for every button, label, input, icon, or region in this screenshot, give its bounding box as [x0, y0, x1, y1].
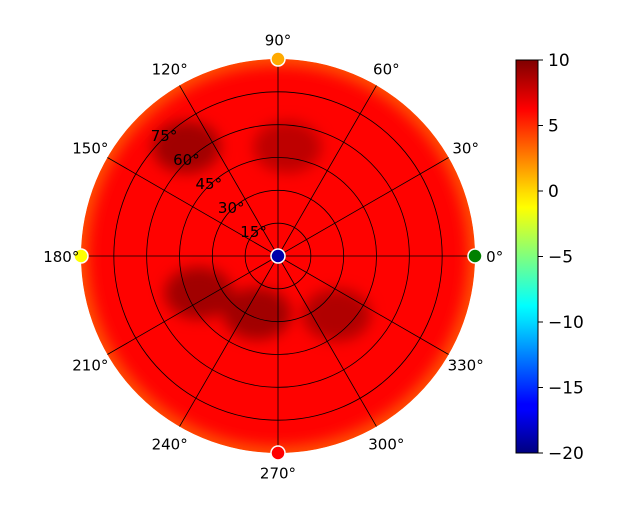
data-marker [73, 248, 89, 264]
angular-tick-label: 0° [486, 248, 503, 266]
angular-gridline [107, 255, 279, 355]
radial-tick-label: 15° [240, 223, 267, 241]
angular-gridline [107, 157, 279, 257]
data-marker [467, 248, 483, 264]
angular-gridline [179, 85, 279, 257]
heatmap-patch [302, 288, 371, 341]
heatmap-patch [164, 267, 233, 320]
angular-gridline [179, 255, 279, 427]
radial-tick-label: 60° [173, 151, 200, 169]
radial-tick-label: 45° [196, 175, 223, 193]
colorbar: 10 5 0 −5 −10 −15 −20 [515, 51, 584, 464]
colorbar-tick-label: 10 [548, 51, 570, 71]
colorbar-tick-label: −10 [548, 313, 584, 333]
angular-gridline [277, 157, 449, 257]
edge-markers [73, 51, 483, 461]
angular-tick-label: 270° [260, 465, 296, 483]
angular-tick-label: 330° [448, 356, 484, 374]
colorbar-tick-label: −5 [548, 248, 573, 268]
radial-tick-label: 30° [218, 199, 245, 217]
angular-tick-label: 300° [368, 436, 404, 454]
polar-grid [81, 59, 475, 453]
angular-tick-label: 120° [152, 60, 188, 78]
angular-tick-label: 210° [72, 356, 108, 374]
heatmap-patch [223, 287, 292, 340]
angular-tick-label: 60° [373, 60, 400, 78]
angular-gridline [277, 255, 377, 427]
angular-tick-label: 30° [452, 140, 479, 158]
colorbar-tick-label: −20 [548, 444, 584, 464]
colorbar-tick-label: −15 [548, 379, 584, 399]
colorbar-tick-label: 0 [548, 182, 559, 202]
colorbar-ticks: 10 5 0 −5 −10 −15 −20 [538, 51, 584, 464]
colorbar-tick-label: 5 [548, 117, 559, 137]
angular-gridline [277, 85, 377, 257]
heatmap-patches [81, 59, 475, 453]
data-marker [270, 248, 286, 264]
data-marker [270, 51, 286, 67]
heatmap-patch [253, 120, 322, 173]
heatmap-patch [152, 121, 221, 174]
radial-tick-label: 75° [151, 127, 178, 145]
angular-gridline [277, 255, 449, 355]
angular-tick-label: 240° [152, 436, 188, 454]
angular-tick-label: 150° [72, 140, 108, 158]
angular-tick-labels: 0° 30° 60° 90° 120° 150° 180° 210° 240° 270° 300° 3… [43, 31, 503, 482]
angular-tick-label: 180° [43, 248, 79, 266]
radial-tick-labels: 15° 30° 45° 60° 75° [151, 127, 267, 241]
colorbar-gradient [515, 59, 539, 454]
data-marker [270, 445, 286, 461]
angular-tick-label: 90° [265, 31, 292, 49]
